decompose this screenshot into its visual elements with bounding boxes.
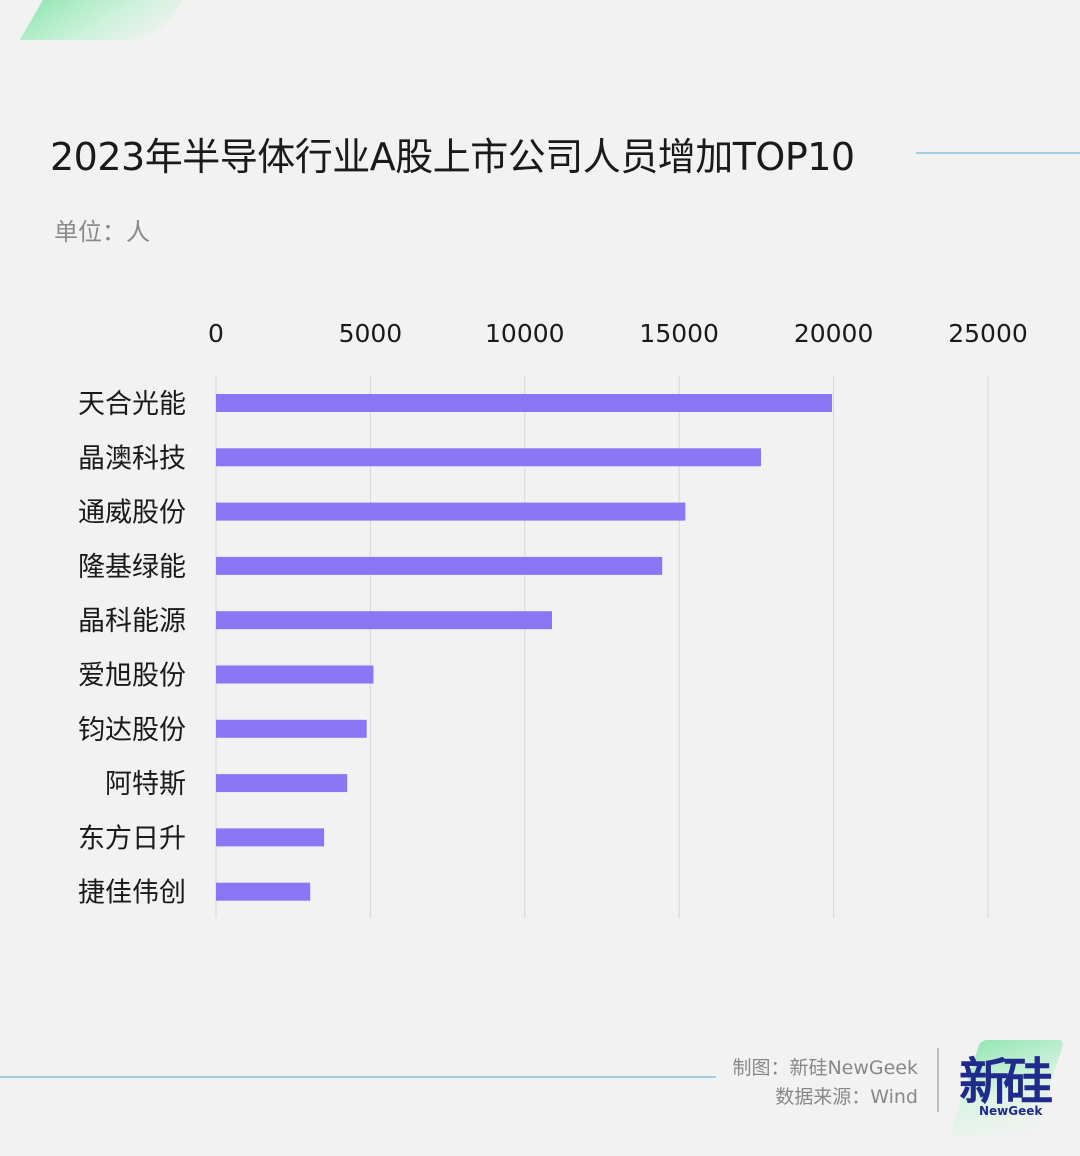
bar bbox=[216, 448, 762, 467]
x-tick-label: 15000 bbox=[639, 319, 719, 348]
data-source: 数据来源：Wind bbox=[775, 1086, 918, 1108]
bar bbox=[216, 719, 367, 738]
x-tick-label: 25000 bbox=[948, 319, 1028, 348]
bar bbox=[216, 828, 325, 847]
category-label: 通威股份 bbox=[78, 498, 186, 529]
chart-title: 2023年半导体行业A股上市公司人员增加TOP10 bbox=[50, 135, 855, 179]
logo-mark: 新硅 bbox=[959, 1053, 1053, 1111]
x-tick-label: 20000 bbox=[794, 319, 874, 348]
category-label: 东方日升 bbox=[78, 823, 186, 854]
bar bbox=[216, 394, 833, 412]
category-label: 晶科能源 bbox=[78, 606, 186, 637]
logo-wordmark: NewGeek bbox=[979, 1104, 1043, 1118]
title-accent-line bbox=[916, 152, 1080, 154]
bar bbox=[216, 611, 552, 630]
chart-credit: 制图：新硅NewGeek bbox=[732, 1057, 918, 1079]
category-label: 隆基绿能 bbox=[78, 552, 186, 583]
bar bbox=[216, 556, 663, 575]
category-label: 捷佳伟创 bbox=[78, 878, 186, 909]
category-label: 天合光能 bbox=[78, 389, 186, 420]
category-label: 晶澳科技 bbox=[78, 443, 186, 474]
bar bbox=[216, 882, 311, 901]
footer-divider bbox=[937, 1048, 939, 1112]
category-label: 钧达股份 bbox=[78, 715, 186, 746]
x-tick-label: 5000 bbox=[339, 319, 403, 348]
x-tick-label: 10000 bbox=[485, 319, 565, 348]
unit-label: 单位：人 bbox=[54, 218, 150, 246]
newgeek-logo: 新硅 NewGeek bbox=[949, 1036, 1065, 1140]
category-label: 阿特斯 bbox=[105, 769, 186, 800]
bar bbox=[216, 665, 374, 684]
x-tick-label: 0 bbox=[208, 319, 224, 348]
category-label: 爱旭股份 bbox=[78, 661, 186, 692]
bar bbox=[216, 502, 686, 521]
footer-accent-line bbox=[0, 1076, 716, 1078]
bar bbox=[216, 774, 348, 793]
